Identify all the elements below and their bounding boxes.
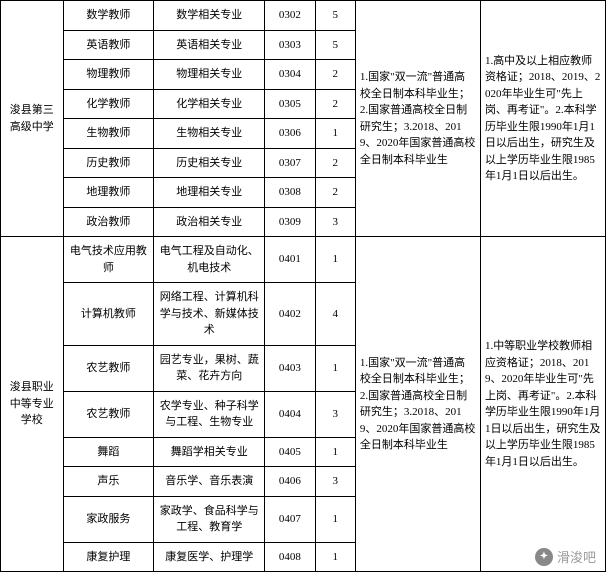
recruitment-table: 浚县第三高级中学数学教师数学相关专业030251.国家"双一流"普通高校全日制本… — [0, 0, 606, 572]
requirement1-cell: 1.国家"双一流"普通高校全日制本科毕业生；2.国家普通高校全日制研究生；3.2… — [355, 237, 480, 572]
code-cell: 0401 — [265, 237, 315, 283]
table-row: 浚县职业中等专业学校电气技术应用教师电气工程及自动化、机电技术040111.国家… — [1, 237, 606, 283]
code-cell: 0406 — [265, 467, 315, 497]
major-cell: 地理相关专业 — [154, 178, 265, 208]
count-cell: 5 — [315, 1, 355, 31]
count-cell: 1 — [315, 237, 355, 283]
position-cell: 康复护理 — [63, 542, 154, 572]
requirement2-cell: 1.中等职业学校教师相应资格证；2018、2019、2020年毕业生可"先上岗、… — [480, 237, 605, 572]
code-cell: 0303 — [265, 30, 315, 60]
count-cell: 1 — [315, 542, 355, 572]
requirement1-cell: 1.国家"双一流"普通高校全日制本科毕业生；2.国家普通高校全日制研究生；3.2… — [355, 1, 480, 237]
position-cell: 地理教师 — [63, 178, 154, 208]
major-cell: 历史相关专业 — [154, 148, 265, 178]
major-cell: 数学相关专业 — [154, 1, 265, 31]
position-cell: 声乐 — [63, 467, 154, 497]
count-cell: 2 — [315, 89, 355, 119]
major-cell: 家政学、食品科学与工程、教育学 — [154, 496, 265, 542]
code-cell: 0309 — [265, 207, 315, 237]
major-cell: 物理相关专业 — [154, 60, 265, 90]
code-cell: 0302 — [265, 1, 315, 31]
watermark: ✦ 滑浚吧 — [535, 547, 596, 566]
code-cell: 0308 — [265, 178, 315, 208]
major-cell: 生物相关专业 — [154, 119, 265, 149]
position-cell: 历史教师 — [63, 148, 154, 178]
code-cell: 0304 — [265, 60, 315, 90]
count-cell: 5 — [315, 30, 355, 60]
major-cell: 化学相关专业 — [154, 89, 265, 119]
major-cell: 音乐学、音乐表演 — [154, 467, 265, 497]
major-cell: 网络工程、计算机科学与技术、新媒体技术 — [154, 283, 265, 346]
position-cell: 生物教师 — [63, 119, 154, 149]
watermark-text: 滑浚吧 — [557, 547, 596, 566]
position-cell: 舞蹈 — [63, 437, 154, 467]
major-cell: 电气工程及自动化、机电技术 — [154, 237, 265, 283]
position-cell: 英语教师 — [63, 30, 154, 60]
position-cell: 物理教师 — [63, 60, 154, 90]
code-cell: 0402 — [265, 283, 315, 346]
code-cell: 0404 — [265, 391, 315, 437]
major-cell: 政治相关专业 — [154, 207, 265, 237]
count-cell: 3 — [315, 467, 355, 497]
position-cell: 电气技术应用教师 — [63, 237, 154, 283]
wechat-icon: ✦ — [535, 548, 553, 566]
code-cell: 0407 — [265, 496, 315, 542]
count-cell: 1 — [315, 119, 355, 149]
major-cell: 农学专业、种子科学与工程、生物专业 — [154, 391, 265, 437]
count-cell: 1 — [315, 345, 355, 391]
major-cell: 园艺专业，果树、蔬菜、花卉方向 — [154, 345, 265, 391]
code-cell: 0408 — [265, 542, 315, 572]
school-cell: 浚县职业中等专业学校 — [1, 237, 64, 572]
code-cell: 0403 — [265, 345, 315, 391]
position-cell: 农艺教师 — [63, 391, 154, 437]
count-cell: 4 — [315, 283, 355, 346]
count-cell: 3 — [315, 391, 355, 437]
count-cell: 2 — [315, 178, 355, 208]
count-cell: 2 — [315, 148, 355, 178]
position-cell: 农艺教师 — [63, 345, 154, 391]
position-cell: 化学教师 — [63, 89, 154, 119]
code-cell: 0307 — [265, 148, 315, 178]
position-cell: 政治教师 — [63, 207, 154, 237]
code-cell: 0305 — [265, 89, 315, 119]
code-cell: 0306 — [265, 119, 315, 149]
count-cell: 2 — [315, 60, 355, 90]
school-cell: 浚县第三高级中学 — [1, 1, 64, 237]
code-cell: 0405 — [265, 437, 315, 467]
count-cell: 3 — [315, 207, 355, 237]
position-cell: 家政服务 — [63, 496, 154, 542]
major-cell: 舞蹈学相关专业 — [154, 437, 265, 467]
table-row: 浚县第三高级中学数学教师数学相关专业030251.国家"双一流"普通高校全日制本… — [1, 1, 606, 31]
major-cell: 康复医学、护理学 — [154, 542, 265, 572]
requirement2-cell: 1.高中及以上相应教师资格证；2018、2019、2020年毕业生可"先上岗、再… — [480, 1, 605, 237]
major-cell: 英语相关专业 — [154, 30, 265, 60]
count-cell: 1 — [315, 437, 355, 467]
count-cell: 1 — [315, 496, 355, 542]
position-cell: 计算机教师 — [63, 283, 154, 346]
position-cell: 数学教师 — [63, 1, 154, 31]
